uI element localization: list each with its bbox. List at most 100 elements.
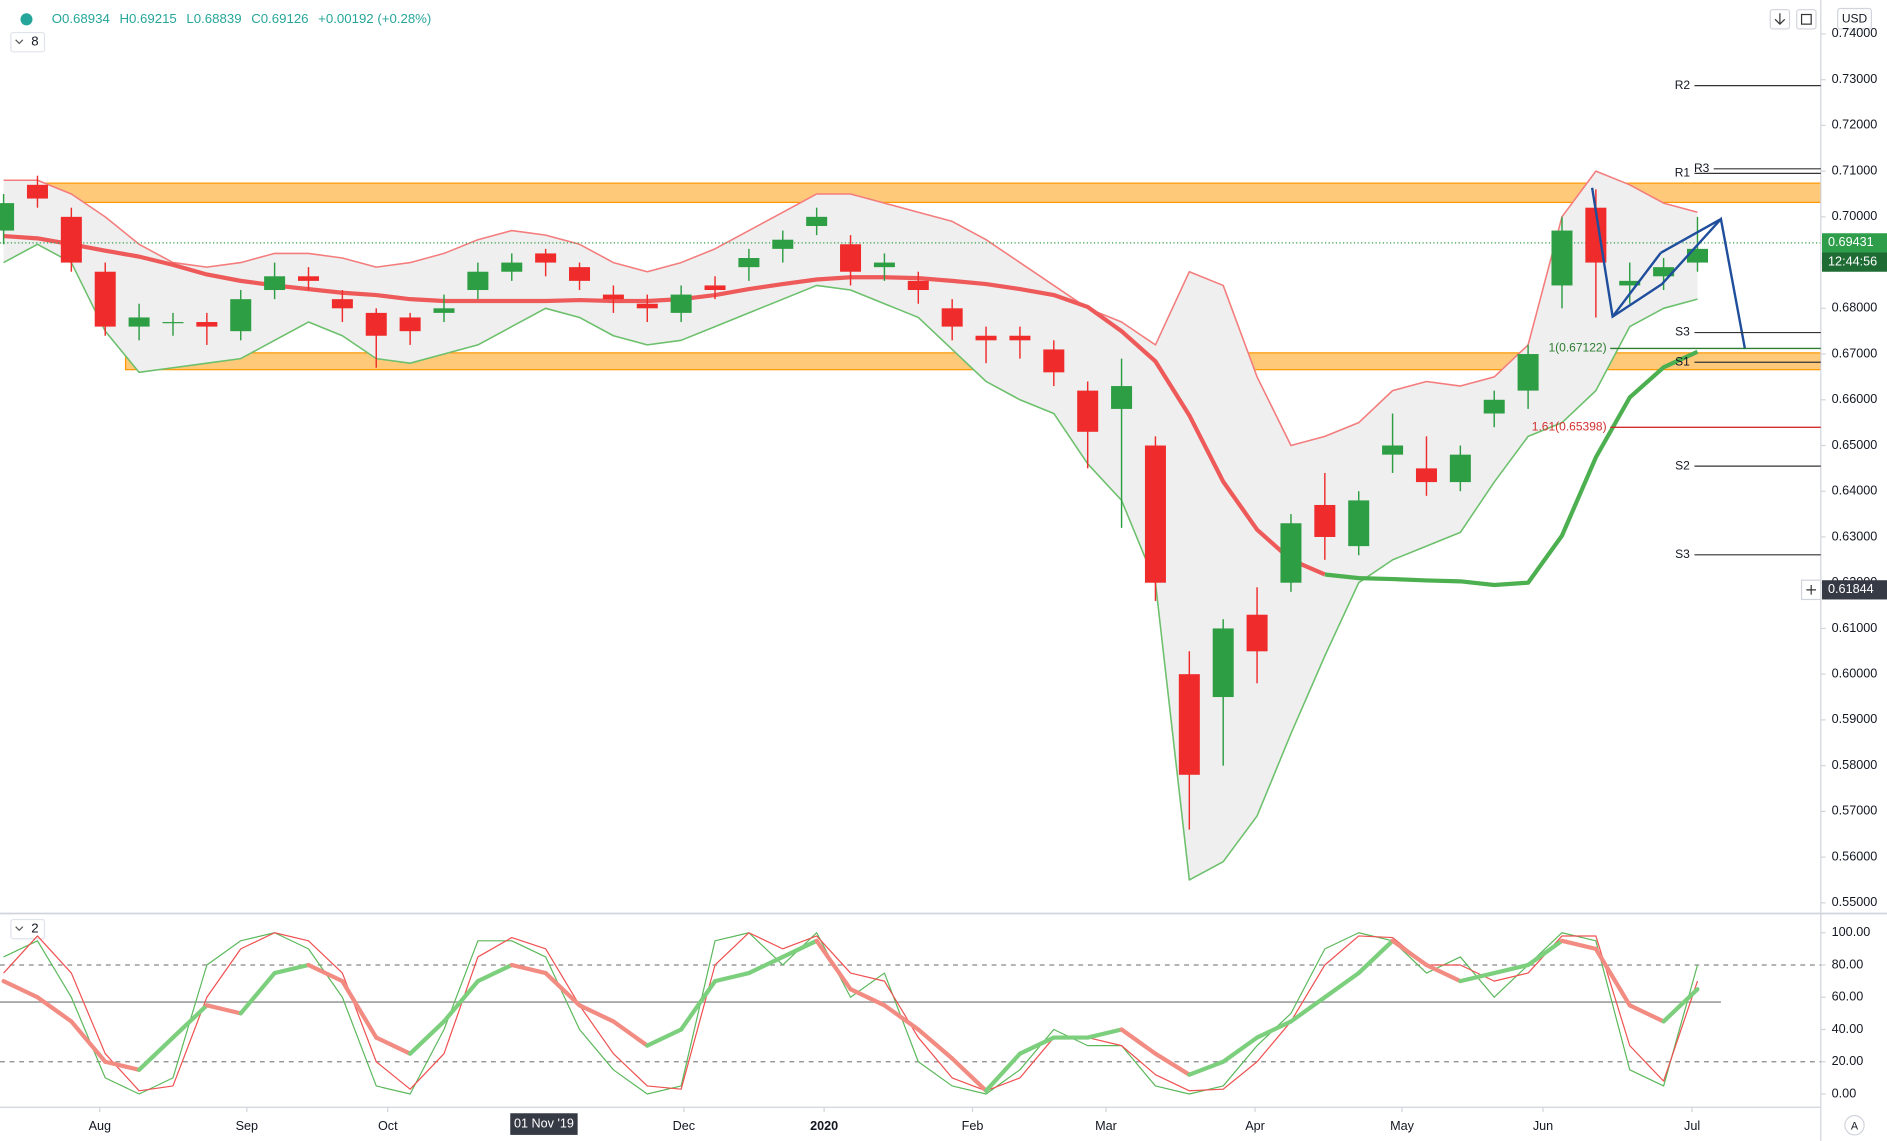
- countdown-label: 12:44:56: [1828, 254, 1877, 268]
- x-tick-label: Jul: [1684, 1119, 1700, 1133]
- oscillator: [1, 932, 1700, 1095]
- candle-body: [94, 271, 116, 327]
- candle-body: [128, 317, 150, 327]
- osc-main-segment: [103, 1059, 142, 1072]
- pivot-label: S3: [1675, 547, 1690, 561]
- y-tick-label: 0.60000: [1832, 667, 1878, 681]
- chevron-icon: [15, 926, 24, 932]
- osc-main-segment: [882, 1003, 921, 1032]
- x-tick-label: Dec: [673, 1119, 695, 1133]
- candle-body: [1517, 354, 1539, 391]
- osc-main-segment: [543, 970, 582, 1008]
- candle-body: [1551, 230, 1573, 286]
- fullscreen-icon: [1800, 13, 1812, 25]
- fib-label: 1(0.67122): [1548, 341, 1606, 355]
- osc-main-segment: [509, 962, 548, 976]
- y-tick-label: 0.66000: [1832, 392, 1878, 406]
- osc-tick-label: 40.00: [1832, 1022, 1864, 1036]
- candle-body: [433, 308, 455, 313]
- candle-body: [1348, 500, 1370, 547]
- currency-button[interactable]: [1837, 7, 1872, 30]
- y-tick-label: 0.64000: [1832, 484, 1878, 498]
- y-tick-label: 0.59000: [1832, 712, 1878, 726]
- fullscreen-button[interactable]: [1796, 9, 1817, 30]
- osc-main-segment: [746, 954, 785, 976]
- candle-body: [1449, 454, 1471, 483]
- osc-main-segment: [1525, 938, 1565, 968]
- candle-body: [264, 276, 286, 291]
- osc-main-segment: [408, 1019, 447, 1056]
- osc-main-segment: [475, 962, 514, 984]
- moving-average: [1324, 349, 1699, 588]
- last-price-box: [1822, 233, 1887, 253]
- candle-body: [1653, 267, 1675, 277]
- x-tick-label: 2020: [810, 1119, 838, 1133]
- candle-body: [365, 312, 387, 336]
- osc-main-segment: [1559, 938, 1598, 951]
- candle-body: [1619, 280, 1641, 286]
- candle-body: [704, 285, 726, 291]
- download-icon: [1774, 13, 1786, 25]
- osc-main-segment: [340, 979, 379, 1040]
- osc-main-segment: [577, 1003, 616, 1024]
- candle-body: [1686, 248, 1708, 263]
- osc-main-segment: [1, 979, 40, 1000]
- y-tick-label: 0.67000: [1832, 346, 1878, 360]
- y-tick-label: 0.63000: [1832, 529, 1878, 543]
- legend-value: O0.68934: [52, 11, 110, 26]
- osc-main-segment: [1356, 938, 1395, 976]
- symbol-status[interactable]: [20, 13, 33, 26]
- support-resistance-zone: [36, 182, 1821, 203]
- osc-main-segment: [1085, 1027, 1124, 1040]
- auto-scale-label: A: [1851, 1120, 1859, 1132]
- osc-main-segment: [170, 1003, 209, 1040]
- candle-body: [331, 299, 353, 309]
- y-tick-label: 0.68000: [1832, 301, 1878, 315]
- indicator-badge[interactable]: [10, 31, 46, 53]
- auto-scale-button[interactable]: [1844, 1115, 1865, 1136]
- front-layer: 0.740000.730000.720000.710000.700000.690…: [89, 26, 1887, 1135]
- osc-main-segment: [780, 938, 819, 960]
- x-tick-label: Aug: [89, 1119, 111, 1133]
- indicator-count: 8: [31, 34, 38, 49]
- y-tick-label: 0.58000: [1832, 758, 1878, 772]
- candle-body: [840, 244, 862, 272]
- candle-body: [535, 253, 557, 263]
- candle-body: [1144, 445, 1166, 583]
- indicator-count: 2: [31, 921, 38, 936]
- band-fill: [3, 171, 1698, 880]
- back-layer: [3, 170, 1821, 881]
- countdown-box: [1822, 252, 1887, 272]
- y-tick-label: 0.65000: [1832, 438, 1878, 452]
- pivot-label: R2: [1675, 78, 1691, 92]
- osc-main-segment: [1390, 938, 1429, 968]
- osc-main-segment: [441, 979, 480, 1024]
- osc-main-segment: [204, 1003, 243, 1016]
- candle-body: [1111, 386, 1133, 409]
- pattern-drawing: [1660, 218, 1722, 254]
- pivot-label: R3: [1694, 161, 1710, 175]
- pattern-drawing: [1590, 187, 1747, 350]
- y-tick-label: 0.71000: [1832, 163, 1878, 177]
- candle-body: [196, 322, 218, 327]
- y-tick-label: 0.70000: [1832, 209, 1878, 223]
- main-layer: [0, 175, 1821, 830]
- osc-main-segment: [1458, 970, 1497, 984]
- crosshair-x-box: [510, 1113, 578, 1135]
- indicator-badge[interactable]: [10, 918, 46, 940]
- candle-body: [0, 203, 15, 231]
- candle-body: [670, 294, 692, 313]
- x-tick-label: Feb: [962, 1119, 984, 1133]
- candle-body: [569, 267, 591, 281]
- osc-main-segment: [1661, 987, 1700, 1024]
- osc-main-segment: [1322, 970, 1361, 1000]
- candle-body: [975, 335, 997, 341]
- chevron-icon: [15, 39, 24, 45]
- crosshair-y-box: [1822, 580, 1887, 600]
- legend-value: H0.69215: [119, 11, 176, 26]
- bollinger-upper: [3, 170, 1698, 447]
- candle-body: [941, 308, 963, 327]
- fib-label: 1.61(0.65398): [1532, 419, 1607, 433]
